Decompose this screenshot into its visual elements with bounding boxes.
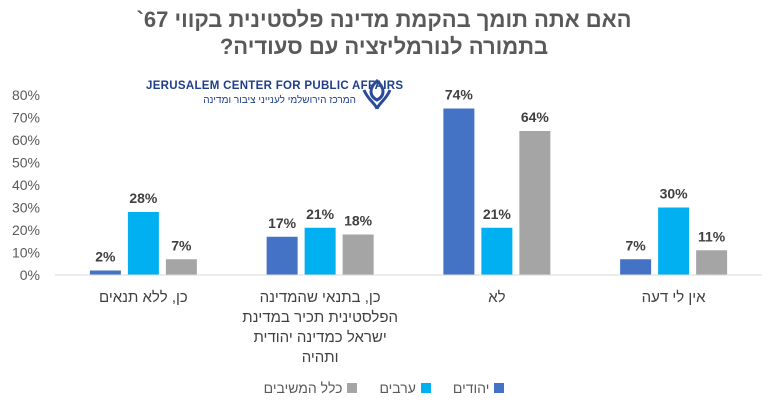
bar <box>342 234 374 275</box>
chart-title-line-1: האם אתה תומך בהקמת מדינה פלסטינית בקווי … <box>136 7 632 32</box>
bar <box>658 207 690 275</box>
y-tick-label: 30% <box>12 200 40 216</box>
data-label: 21% <box>306 206 335 222</box>
bar <box>89 270 121 275</box>
data-label: 30% <box>660 186 689 202</box>
legend-swatch <box>347 383 358 393</box>
bar <box>165 259 197 275</box>
bars <box>89 108 728 275</box>
legend-swatch <box>420 383 431 393</box>
bar <box>519 131 551 275</box>
legend-label: כלל המשיבים <box>263 380 343 396</box>
y-tick-label: 60% <box>12 132 40 148</box>
y-tick-label: 50% <box>12 155 40 171</box>
legend: יהודים ערבים כלל המשיבים <box>0 380 768 396</box>
bar <box>266 236 298 275</box>
logo-hebrew-text: המרכז הירושלמי לענייני ציבור ומדינה <box>203 95 356 106</box>
data-label: 11% <box>698 228 726 244</box>
data-label: 7% <box>171 237 192 253</box>
data-label: 21% <box>483 206 512 222</box>
legend-label: יהודים <box>452 380 490 396</box>
x-tick-label: אין לי דעה <box>642 289 707 306</box>
data-label: 28% <box>129 190 158 206</box>
data-label: 64% <box>521 109 550 125</box>
y-tick-label: 20% <box>12 222 40 238</box>
legend-item: יהודים <box>452 380 505 396</box>
y-tick-label: 10% <box>12 245 40 261</box>
legend-item: ערבים <box>379 380 431 396</box>
legend-swatch <box>494 383 505 393</box>
data-label: 7% <box>626 237 647 253</box>
bar <box>127 212 159 275</box>
bar <box>304 227 336 275</box>
jcpa-logo: JERUSALEM CENTER FOR PUBLIC AFFAIRS המרכ… <box>138 78 418 112</box>
x-tick-label: ותהיה <box>302 349 339 366</box>
bar <box>620 259 652 275</box>
logo-english-text: JERUSALEM CENTER FOR PUBLIC AFFAIRS <box>146 80 404 92</box>
data-labels: 2% 28% 7% 17% 21% 18% 74% 21% 64% 7% 30% 11% <box>95 87 726 265</box>
chart-title: האם אתה תומך בהקמת מדינה פלסטינית בקווי … <box>0 6 768 60</box>
x-tick-label: לא <box>488 289 505 306</box>
legend-item: כלל המשיבים <box>264 380 358 396</box>
y-tick-label: 70% <box>12 110 40 126</box>
data-label: 74% <box>445 87 474 103</box>
data-label: 18% <box>344 213 373 229</box>
x-tick-label: ישראל כמדינה יהודית <box>253 329 386 346</box>
legend-label: ערבים <box>379 380 416 396</box>
y-tick-label: 0% <box>20 267 40 283</box>
jcpa-knot-logo-icon <box>362 79 392 110</box>
bar <box>443 108 475 275</box>
data-label: 17% <box>268 215 297 231</box>
x-axis: כן, ללא תנאים כן, בתנאי שהמדינה הפלסטינית … <box>99 289 706 366</box>
y-axis: 0% 10% 20% 30% 40% 50% 60% 70% 80% <box>12 87 40 283</box>
chart-title-line-2: בתמורה לנורמליזציה עם סעודיה? <box>219 34 549 59</box>
data-label: 2% <box>95 249 116 265</box>
bar <box>481 227 513 275</box>
bar <box>696 250 728 275</box>
y-tick-label: 80% <box>12 87 40 103</box>
x-tick-label: הפלסטינית תכיר במדינת <box>242 309 398 326</box>
x-tick-label: כן, ללא תנאים <box>99 289 188 306</box>
x-tick-label: כן, בתנאי שהמדינה <box>260 289 381 306</box>
y-tick-label: 40% <box>12 177 40 193</box>
